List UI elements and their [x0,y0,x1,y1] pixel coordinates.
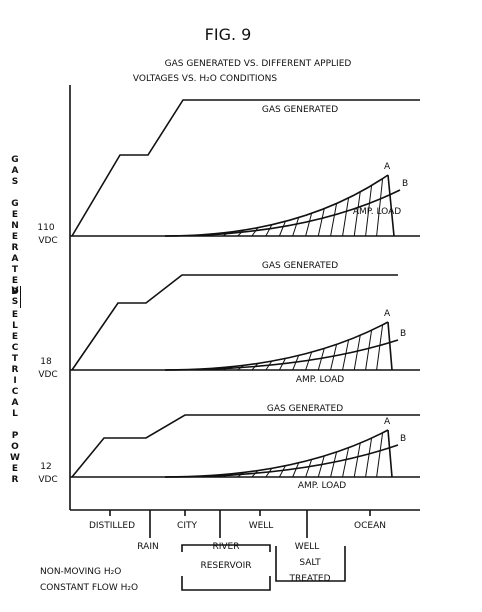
curve-label: A [384,309,391,319]
title-line: VOLTAGES VS. H₂O CONDITIONS [133,74,277,84]
curve-label: A [384,417,391,427]
hatch [222,231,230,237]
y-label: ELECTRICAL POWER [10,310,20,486]
load-label: AMP. LOAD [353,207,401,217]
x-label: OCEAN [354,521,386,531]
hatch [278,221,286,237]
hatch [278,465,286,478]
x-label: RESERVOIR [200,561,251,571]
hatch [237,472,244,478]
hatch [265,224,273,237]
curve-label: B [400,434,406,444]
hatch [292,462,300,478]
hatch [342,339,350,371]
x-label: WELL [295,542,320,552]
axes [69,85,420,591]
footer-line: CONSTANT FLOW H₂O [40,583,138,593]
hatch [353,191,361,237]
curve-b [164,339,399,371]
gas-label: GAS GENERATED [262,261,338,271]
hatch [342,447,350,478]
title-line: GAS GENERATED VS. DIFFERENT APPLIED [165,59,352,69]
hatch [305,213,313,237]
curve-b [164,444,399,478]
voltage: 110 [37,223,54,233]
b-end [387,321,393,371]
curve-a [164,174,389,237]
hatch [317,455,325,478]
hatch [251,470,259,478]
figure-label: FIG. 9 [205,25,252,44]
b-end [387,174,395,237]
load-label: AMP. LOAD [296,375,344,385]
hatch [292,355,300,371]
hatch [376,178,384,237]
curve-label: A [384,162,391,172]
hatch [278,358,286,371]
x-label: SALT [299,558,321,568]
curve-label: B [402,179,408,189]
hatch [353,442,361,478]
hatch [237,364,244,371]
bracket [181,544,271,591]
hatch [317,348,325,371]
hatch [251,363,259,371]
hatch [222,473,230,478]
hatch [222,366,230,371]
hatch [330,344,338,371]
hatch [305,459,313,478]
footer-line: NON-MOVING H₂O [40,567,121,577]
hatch [376,432,384,478]
voltage: 18 [40,357,52,367]
hatch [330,203,338,237]
gas-curve [71,414,420,478]
hatch [292,217,300,237]
hatch [305,351,313,371]
gas-label: GAS GENERATED [262,105,338,115]
x-label: CITY [177,521,197,531]
voltage-unit: VDC [38,475,57,485]
gas-label: GAS GENERATED [267,404,343,414]
x-label: RAIN [137,542,158,552]
hatch [317,208,325,237]
hatch [376,324,384,371]
curve-b [164,189,401,237]
load-label: AMP. LOAD [298,481,346,491]
hatch [342,197,350,237]
b-end [387,429,393,478]
curve-a [164,321,389,371]
hatch [365,330,373,371]
voltage-unit: VDC [38,370,57,380]
hatch [353,335,361,371]
x-label: TREATED [288,574,330,584]
curve-label: B [400,329,406,339]
hatch [237,229,245,237]
hatch [365,438,373,478]
hatch [251,227,259,237]
bracket [275,546,346,582]
voltage-unit: VDC [38,236,57,246]
voltage: 12 [40,462,51,472]
hatch [265,468,273,478]
y-label: GAS GENERATED [10,155,20,298]
x-label: DISTILLED [89,521,135,531]
gas-curve [71,99,420,237]
x-label: WELL [249,521,274,531]
hatch [265,360,273,371]
curve-a [164,429,389,478]
x-label: RIVER [212,542,239,552]
hatch [365,185,373,237]
gas-curve [71,274,398,371]
hatch [330,451,338,478]
y-label: VS [10,286,21,308]
